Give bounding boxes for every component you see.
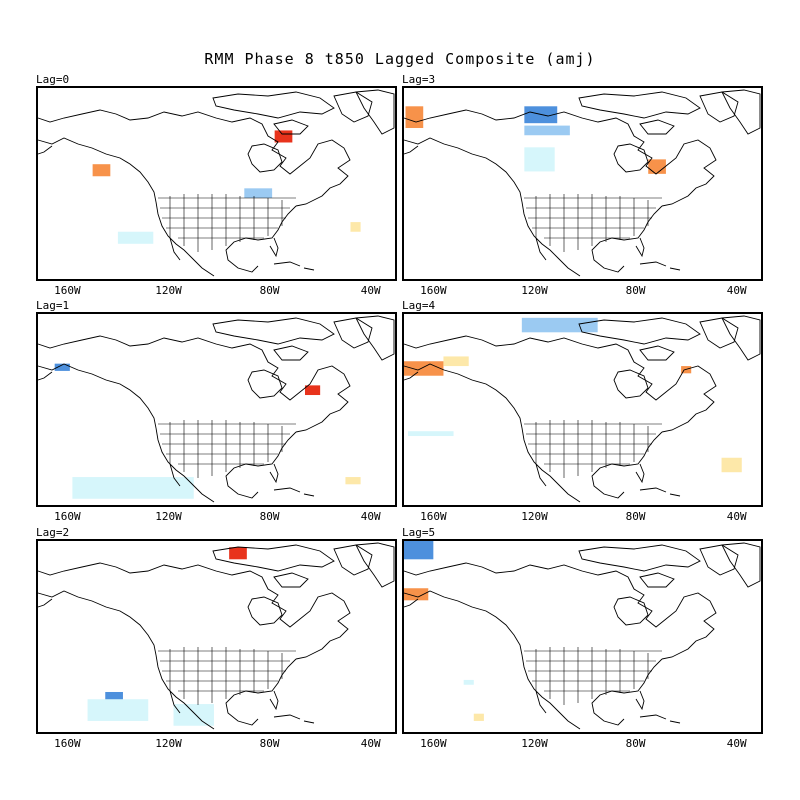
longitude-tick-label: 80W [260, 737, 280, 750]
longitude-tick-label: 40W [361, 284, 381, 297]
basemap-outline [403, 89, 761, 277]
longitude-tick-label: 80W [626, 284, 646, 297]
lag-label: Lag=4 [402, 299, 435, 312]
anomaly-cell [524, 125, 570, 136]
anomaly-cell [274, 130, 293, 143]
anomaly-cell [87, 699, 149, 721]
anomaly-cell [648, 159, 666, 174]
lag-label: Lag=1 [36, 299, 69, 312]
panel-frame [36, 86, 397, 281]
map-panel: Lag=4 160W 120W 80W 40W [402, 299, 763, 523]
lag-label: Lag=2 [36, 526, 69, 539]
map-panel: Lag=3 160W 120W 80W 40W [402, 73, 763, 297]
lag-label: Lag=0 [36, 73, 69, 86]
anomaly-cell [92, 164, 111, 177]
anomaly-cell [173, 704, 214, 726]
longitude-tick-label: 160W [54, 737, 81, 750]
anomaly-cell [117, 231, 154, 244]
longitude-tick-label: 120W [521, 284, 548, 297]
anomaly-cell [473, 713, 484, 721]
anomaly-cell [345, 477, 361, 485]
anomaly-cell [229, 547, 247, 560]
lag-label: Lag=5 [402, 526, 435, 539]
map-panel: Lag=5 160W 120W 80W 40W [402, 526, 763, 750]
anomaly-cell [72, 477, 194, 499]
longitude-tick-label: 40W [727, 737, 747, 750]
lag-label: Lag=3 [402, 73, 435, 86]
anomaly-cell [408, 431, 454, 437]
map-panel: Lag=2 160W 120W 80W 40W [36, 526, 397, 750]
longitude-tick-label: 40W [361, 510, 381, 523]
panel-frame [36, 539, 397, 734]
longitude-tick-label: 160W [420, 510, 447, 523]
longitude-tick-label: 120W [521, 510, 548, 523]
anomaly-cell [521, 317, 598, 333]
anomaly-cell [443, 356, 469, 367]
basemap-outline [37, 315, 395, 503]
anomaly-cell [304, 385, 321, 396]
anomaly-cell [524, 147, 555, 172]
basemap-outline [403, 542, 761, 730]
longitude-tick-label: 40W [727, 284, 747, 297]
panel-frame [402, 539, 763, 734]
longitude-tick-label: 40W [727, 510, 747, 523]
anomaly-cell [405, 106, 424, 129]
longitude-tick-label: 40W [361, 737, 381, 750]
longitude-tick-label: 160W [54, 284, 81, 297]
anomaly-cell [403, 588, 429, 601]
longitude-tick-label: 160W [420, 284, 447, 297]
map-panel: Lag=1 160W 120W 80W 40W [36, 299, 397, 523]
longitude-tick-label: 80W [626, 510, 646, 523]
longitude-tick-label: 120W [521, 737, 548, 750]
figure-title: RMM Phase 8 t850 Lagged Composite (amj) [204, 50, 595, 68]
panel-frame [402, 312, 763, 507]
basemap-outline [37, 89, 395, 277]
longitude-tick-label: 160W [54, 510, 81, 523]
anomaly-cell [54, 363, 70, 371]
anomaly-cell [403, 540, 434, 560]
anomaly-cell [244, 188, 273, 198]
longitude-tick-label: 80W [260, 284, 280, 297]
panel-frame [36, 312, 397, 507]
longitude-tick-label: 80W [626, 737, 646, 750]
panel-frame [402, 86, 763, 281]
map-panel: Lag=0 160W 120W 80W 40W [36, 73, 397, 297]
anomaly-cell [350, 222, 361, 232]
anomaly-cell [463, 679, 474, 685]
longitude-tick-label: 80W [260, 510, 280, 523]
longitude-tick-label: 160W [420, 737, 447, 750]
basemap-outline [403, 315, 761, 503]
longitude-tick-label: 120W [155, 284, 182, 297]
longitude-tick-label: 120W [155, 510, 182, 523]
longitude-tick-label: 120W [155, 737, 182, 750]
anomaly-cell [721, 457, 742, 473]
anomaly-cell [403, 361, 444, 376]
